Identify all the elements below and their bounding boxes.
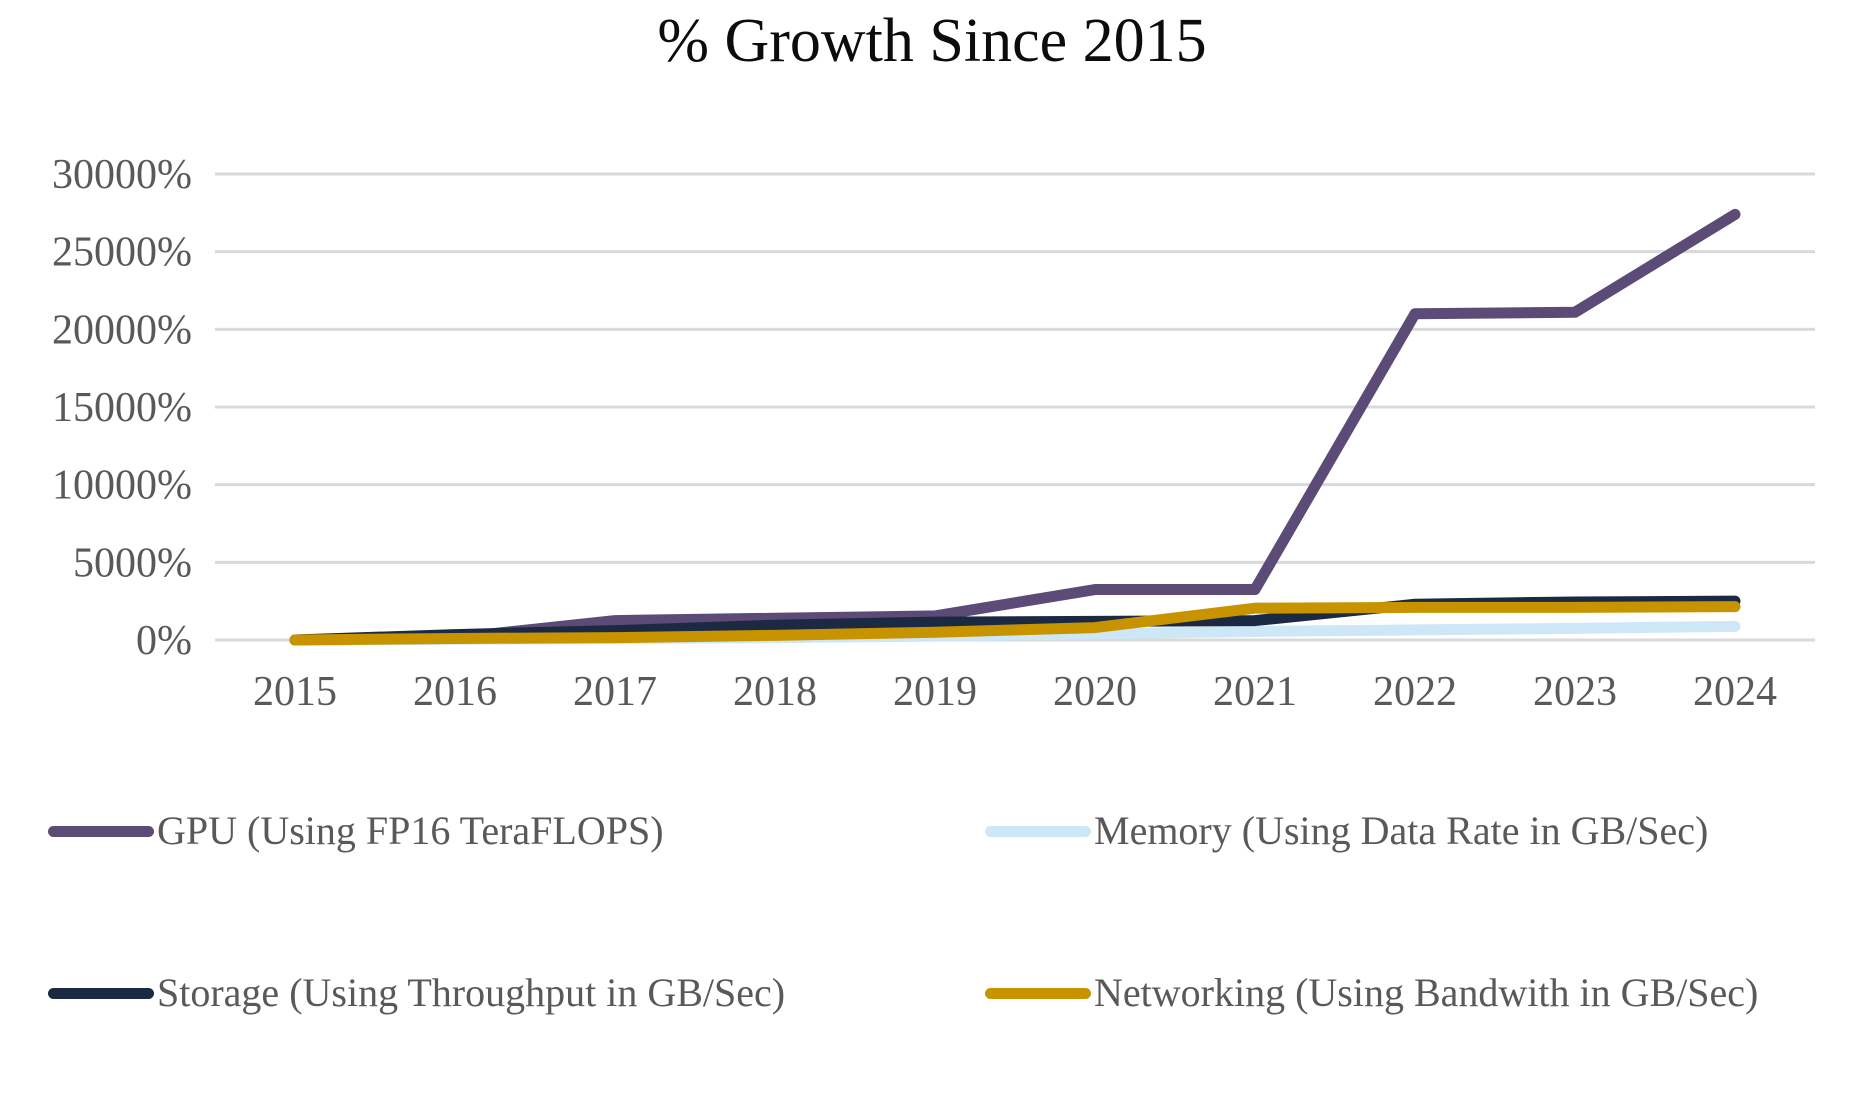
y-tick-label: 20000% (52, 307, 192, 353)
legend-swatch-storage (48, 987, 154, 999)
legend-label-networking: Networking (Using Bandwith in GB/Sec) (1094, 970, 1759, 1015)
y-tick-label: 5000% (73, 540, 192, 586)
legend-swatch-networking (985, 987, 1091, 999)
legend-item-gpu: GPU (Using FP16 TeraFLOPS) (48, 800, 985, 862)
x-tick-label: 2024 (1693, 669, 1777, 715)
x-tick-label: 2023 (1533, 669, 1617, 715)
y-tick-label: 0% (136, 618, 192, 664)
x-tick-label: 2017 (573, 669, 657, 715)
plot-area: 0% 5000% 10000% 15000% 20000% 25000% 30000% 201… (52, 152, 1815, 715)
legend-item-storage: Storage (Using Throughput in GB/Sec) (48, 962, 985, 1024)
legend-label-gpu: GPU (Using FP16 TeraFLOPS) (157, 808, 664, 853)
x-tick-label: 2021 (1213, 669, 1297, 715)
x-tick-label: 2015 (253, 669, 337, 715)
y-tick-label: 30000% (52, 152, 192, 198)
series-line-networking (289, 601, 1741, 646)
legend-label-memory: Memory (Using Data Rate in GB/Sec) (1094, 808, 1709, 853)
x-tick-label: 2022 (1373, 669, 1457, 715)
legend-swatch-gpu (48, 825, 154, 837)
y-tick-label: 10000% (52, 463, 192, 509)
legend-item-networking: Networking (Using Bandwith in GB/Sec) (985, 962, 1758, 1024)
y-tick-label: 15000% (52, 385, 192, 431)
x-tick-label: 2020 (1053, 669, 1137, 715)
y-tick-label: 25000% (52, 230, 192, 276)
chart-title: % Growth Since 2015 (657, 7, 1207, 75)
legend-label-storage: Storage (Using Throughput in GB/Sec) (157, 970, 786, 1015)
x-tick-label: 2019 (893, 669, 977, 715)
legend-swatch-memory (985, 825, 1091, 837)
legend: GPU (Using FP16 TeraFLOPS) Memory (Using … (48, 800, 1758, 1024)
legend-item-memory: Memory (Using Data Rate in GB/Sec) (985, 800, 1758, 862)
x-tick-label: 2018 (733, 669, 817, 715)
series-line-gpu (289, 208, 1741, 646)
x-tick-label: 2016 (413, 669, 497, 715)
